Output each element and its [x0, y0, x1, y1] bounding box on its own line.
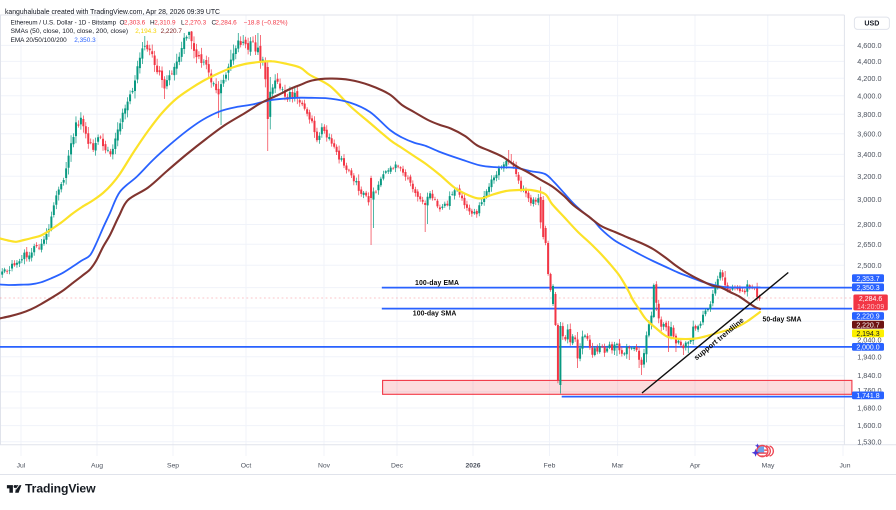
svg-text:O: O	[120, 19, 125, 26]
svg-text:2,303.6: 2,303.6	[124, 19, 146, 26]
svg-text:2,220.7: 2,220.7	[856, 322, 879, 329]
svg-text:3,800.0: 3,800.0	[857, 110, 881, 119]
svg-text:1,760.0: 1,760.0	[857, 386, 881, 395]
svg-text:−18.8 (−0.82%): −18.8 (−0.82%)	[244, 19, 288, 26]
svg-text:4,000.0: 4,000.0	[857, 91, 881, 100]
svg-text:Oct: Oct	[241, 462, 252, 469]
svg-text:2,650.0: 2,650.0	[857, 240, 881, 249]
svg-text:Nov: Nov	[318, 462, 331, 469]
svg-text:2,500.0: 2,500.0	[857, 261, 881, 270]
svg-text:1,741.8: 1,741.8	[856, 393, 879, 400]
svg-text:May: May	[762, 462, 775, 469]
svg-text:Jul: Jul	[17, 462, 26, 469]
svg-text:2,220.9: 2,220.9	[856, 314, 879, 321]
svg-text:SMAs (50, close, 100, close, 2: SMAs (50, close, 100, close, 200, close)	[11, 28, 129, 35]
svg-text:3,000.0: 3,000.0	[857, 195, 881, 204]
svg-text:Dec: Dec	[391, 462, 404, 469]
svg-text:2,310.9: 2,310.9	[154, 19, 176, 26]
svg-text:Sep: Sep	[167, 462, 179, 469]
svg-text:1,530.0: 1,530.0	[857, 437, 881, 446]
svg-text:4,200.0: 4,200.0	[857, 74, 881, 83]
svg-text:2,270.3: 2,270.3	[185, 19, 207, 26]
svg-text:1,600.0: 1,600.0	[857, 421, 881, 430]
svg-text:2,194.3: 2,194.3	[856, 331, 879, 338]
svg-text:2026: 2026	[465, 462, 480, 469]
svg-text:H: H	[150, 19, 155, 26]
svg-text:3,200.0: 3,200.0	[857, 172, 881, 181]
svg-text:EMA 20/50/100/200: EMA 20/50/100/200	[11, 37, 68, 44]
svg-text:3,600.0: 3,600.0	[857, 129, 881, 138]
svg-text:100-day SMA: 100-day SMA	[413, 311, 457, 318]
svg-text:2,040.0: 2,040.0	[857, 336, 881, 345]
svg-text:4,400.0: 4,400.0	[857, 57, 881, 66]
svg-text:2,220.7: 2,220.7	[161, 28, 183, 35]
svg-text:Aug: Aug	[91, 462, 103, 469]
svg-text:50-day SMA: 50-day SMA	[763, 316, 802, 323]
svg-text:Jun: Jun	[840, 462, 851, 469]
svg-text:Mar: Mar	[612, 462, 624, 469]
svg-text:4,600.0: 4,600.0	[857, 41, 881, 50]
svg-text:3,400.0: 3,400.0	[857, 150, 881, 159]
svg-text:1,840.0: 1,840.0	[857, 371, 881, 380]
svg-text:14:20:09: 14:20:09	[857, 304, 884, 311]
svg-text:L: L	[181, 19, 185, 26]
svg-text:TradingView: TradingView	[25, 482, 96, 496]
svg-text:2,194.3: 2,194.3	[135, 28, 157, 35]
svg-text:C: C	[212, 19, 217, 26]
svg-text:USD: USD	[864, 20, 879, 28]
svg-text:2,800.0: 2,800.0	[857, 220, 881, 229]
svg-text:2,284.6: 2,284.6	[215, 19, 237, 26]
svg-text:Ethereum / U.S. Dollar - 1D -: Ethereum / U.S. Dollar - 1D - Bitstamp	[11, 19, 117, 26]
svg-text:2,350.3: 2,350.3	[856, 285, 879, 292]
svg-text:Apr: Apr	[690, 462, 701, 469]
svg-text:1,940.0: 1,940.0	[857, 352, 881, 361]
svg-text:kanguhalubale created with Tra: kanguhalubale created with TradingView.c…	[5, 7, 221, 16]
svg-text:2,000.0: 2,000.0	[856, 345, 879, 352]
svg-text:2,350.3: 2,350.3	[74, 37, 96, 44]
svg-text:2,284.6: 2,284.6	[859, 296, 882, 303]
svg-text:2,353.7: 2,353.7	[856, 276, 879, 283]
svg-text:1,680.0: 1,680.0	[857, 404, 881, 413]
svg-text:100-day EMA: 100-day EMA	[415, 280, 459, 287]
svg-text:Feb: Feb	[544, 462, 556, 469]
